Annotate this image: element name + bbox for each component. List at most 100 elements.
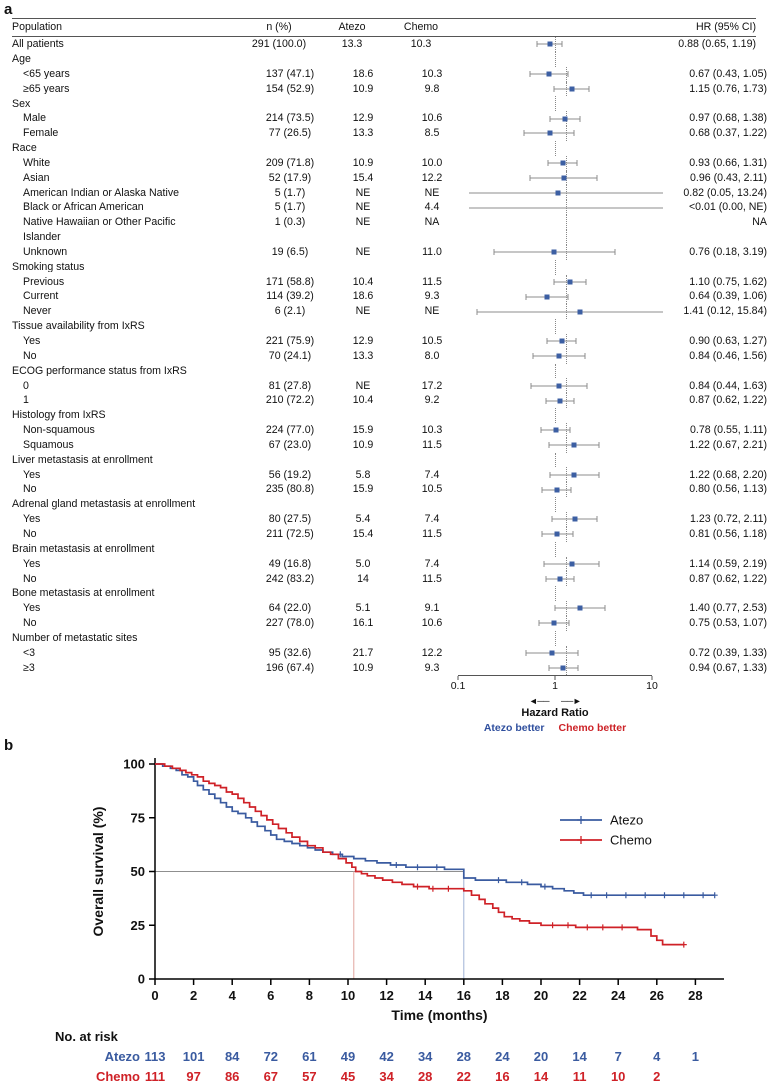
ci-cap bbox=[561, 41, 563, 48]
ci-cap bbox=[568, 620, 570, 627]
x-axis-title: Time (months) bbox=[391, 1007, 487, 1023]
ci-plot bbox=[469, 615, 663, 631]
hr-point-marker bbox=[567, 279, 573, 285]
n-pct-value: 214 (73.5) bbox=[265, 112, 315, 125]
population-label: All patients bbox=[12, 39, 64, 50]
ci-plot bbox=[469, 200, 663, 215]
ci-cap bbox=[576, 160, 578, 167]
ci-cap bbox=[545, 397, 547, 404]
hr-point-marker bbox=[577, 605, 583, 611]
forest-data-row: All patients 291 (100.0) 13.3 10.3 0.88 (0.6… bbox=[12, 37, 756, 52]
x-tick-label: 10 bbox=[341, 988, 355, 1003]
risk-count: 14 bbox=[534, 1069, 549, 1084]
ci-line bbox=[469, 207, 663, 209]
ci-cap bbox=[549, 471, 551, 478]
ci-plot bbox=[469, 512, 663, 527]
ci-cap bbox=[596, 175, 598, 182]
censor-mark-icon bbox=[680, 892, 687, 899]
hr-ci-value: 1.22 (0.68, 2.20) bbox=[689, 468, 767, 481]
ci-cap bbox=[525, 293, 527, 300]
ci-cap bbox=[549, 115, 551, 122]
hr-point-marker bbox=[544, 294, 550, 300]
ci-cap bbox=[553, 278, 555, 285]
population-label: <3 bbox=[23, 647, 36, 659]
forest-data-row: No 242 (83.2) 14 11.5 0.87 (0.62, 1.22) bbox=[12, 571, 767, 587]
forest-axis-row: 0.1 1 10 bbox=[12, 675, 756, 697]
forest-data-row: Black or African American 5 (1.7) NE 4.4 <0.… bbox=[12, 200, 767, 215]
hr-point-marker bbox=[569, 561, 575, 567]
y-axis-title: Overall survival (%) bbox=[90, 807, 106, 937]
hr-point-marker bbox=[569, 86, 575, 92]
hr-point-marker bbox=[557, 398, 563, 404]
ci-cap bbox=[575, 338, 577, 345]
chemo-value: 12.2 bbox=[421, 646, 443, 659]
population-label: Smoking status bbox=[12, 261, 85, 273]
atezo-value: 14 bbox=[357, 572, 369, 585]
hr-point-marker bbox=[551, 249, 557, 255]
legend-censor-icon bbox=[577, 836, 585, 845]
population-label: No bbox=[23, 528, 37, 540]
n-pct-value: 19 (6.5) bbox=[271, 245, 309, 258]
chemo-value: 8.0 bbox=[424, 349, 440, 362]
atezo-value: 18.6 bbox=[352, 290, 374, 303]
ci-cap bbox=[588, 85, 590, 92]
population-label: Female bbox=[23, 128, 59, 139]
chemo-value: 10.6 bbox=[421, 617, 443, 630]
ci-cap bbox=[548, 664, 550, 671]
population-label: No bbox=[23, 618, 37, 629]
forest-data-row: ≥3 196 (67.4) 10.9 9.3 0.94 (0.67, 1.33) bbox=[12, 660, 767, 676]
n-pct-value: 95 (32.6) bbox=[268, 646, 312, 659]
ci-plot bbox=[469, 526, 663, 542]
population-label: Islander bbox=[23, 232, 61, 243]
risk-count: 2 bbox=[653, 1069, 660, 1084]
censor-mark-icon bbox=[549, 922, 556, 929]
chemo-value: 10.3 bbox=[410, 38, 432, 51]
n-pct-value: 171 (58.8) bbox=[265, 275, 315, 288]
hr-point-marker bbox=[571, 442, 577, 448]
chemo-value: 11.0 bbox=[422, 245, 442, 258]
x-tick-label: 6 bbox=[267, 988, 274, 1003]
censor-mark-icon bbox=[603, 892, 610, 899]
y-tick-label: 100 bbox=[123, 757, 145, 772]
km-curve-chemo bbox=[155, 763, 684, 946]
n-pct-value: 5 (1.7) bbox=[274, 186, 306, 199]
chemo-value: 11.5 bbox=[422, 275, 442, 288]
atezo-value: 10.9 bbox=[352, 661, 374, 674]
ci-cap bbox=[536, 41, 538, 48]
risk-count: 67 bbox=[264, 1069, 278, 1084]
chemo-value: 7.4 bbox=[424, 468, 440, 481]
forest-group-row: Liver metastasis at enrollment bbox=[12, 452, 756, 468]
axis-tick-mark bbox=[651, 676, 653, 681]
hr-ci-value: 0.84 (0.44, 1.63) bbox=[689, 379, 767, 392]
hr-ci-value: 0.94 (0.67, 1.33) bbox=[689, 661, 767, 674]
ci-cap bbox=[529, 175, 531, 182]
atezo-value: 13.3 bbox=[352, 349, 374, 362]
censor-mark-icon bbox=[584, 924, 591, 931]
left-arrow-icon: ◄── bbox=[528, 696, 550, 707]
forest-rows: All patients 291 (100.0) 13.3 10.3 0.88 (0.6… bbox=[12, 37, 767, 676]
ci-plot bbox=[469, 155, 663, 171]
n-pct-value: 6 (2.1) bbox=[274, 305, 306, 318]
risk-count: 10 bbox=[611, 1069, 625, 1084]
hr-point-marker bbox=[560, 160, 566, 166]
forest-group-row: Adrenal gland metastasis at enrollment bbox=[12, 497, 756, 512]
ci-plot bbox=[469, 274, 663, 290]
atezo-value: 15.9 bbox=[352, 483, 374, 496]
forest-data-row: Yes 64 (22.0) 5.1 9.1 1.40 (0.77, 2.53) bbox=[12, 601, 767, 616]
forest-data-row: Yes 49 (16.8) 5.0 7.4 1.14 (0.59, 2.19) bbox=[12, 556, 767, 572]
population-label: Male bbox=[23, 113, 46, 124]
chemo-value: 11.5 bbox=[422, 438, 442, 451]
chemo-value: 9.3 bbox=[424, 661, 440, 674]
population-label: 1 bbox=[23, 395, 29, 406]
ci-plot bbox=[469, 467, 663, 483]
censor-mark-icon bbox=[495, 877, 502, 884]
km-panel: b 0 25 50 75 100 0 2 4 6 8 10 12 14 16 18 20 22 24 26 28 Ate… bbox=[4, 738, 756, 1090]
hr-ci-value: 0.87 (0.62, 1.22) bbox=[689, 394, 767, 407]
x-tick-label: 18 bbox=[495, 988, 509, 1003]
ci-cap bbox=[551, 516, 553, 523]
risk-count: 84 bbox=[225, 1049, 240, 1064]
ci-cap bbox=[577, 664, 579, 671]
chemo-value: 10.0 bbox=[421, 156, 443, 169]
hr-point-marker bbox=[554, 487, 560, 493]
hazard-ratio-legend: ◄── ──► Hazard Ratio Atezo better Chemo … bbox=[458, 697, 652, 735]
